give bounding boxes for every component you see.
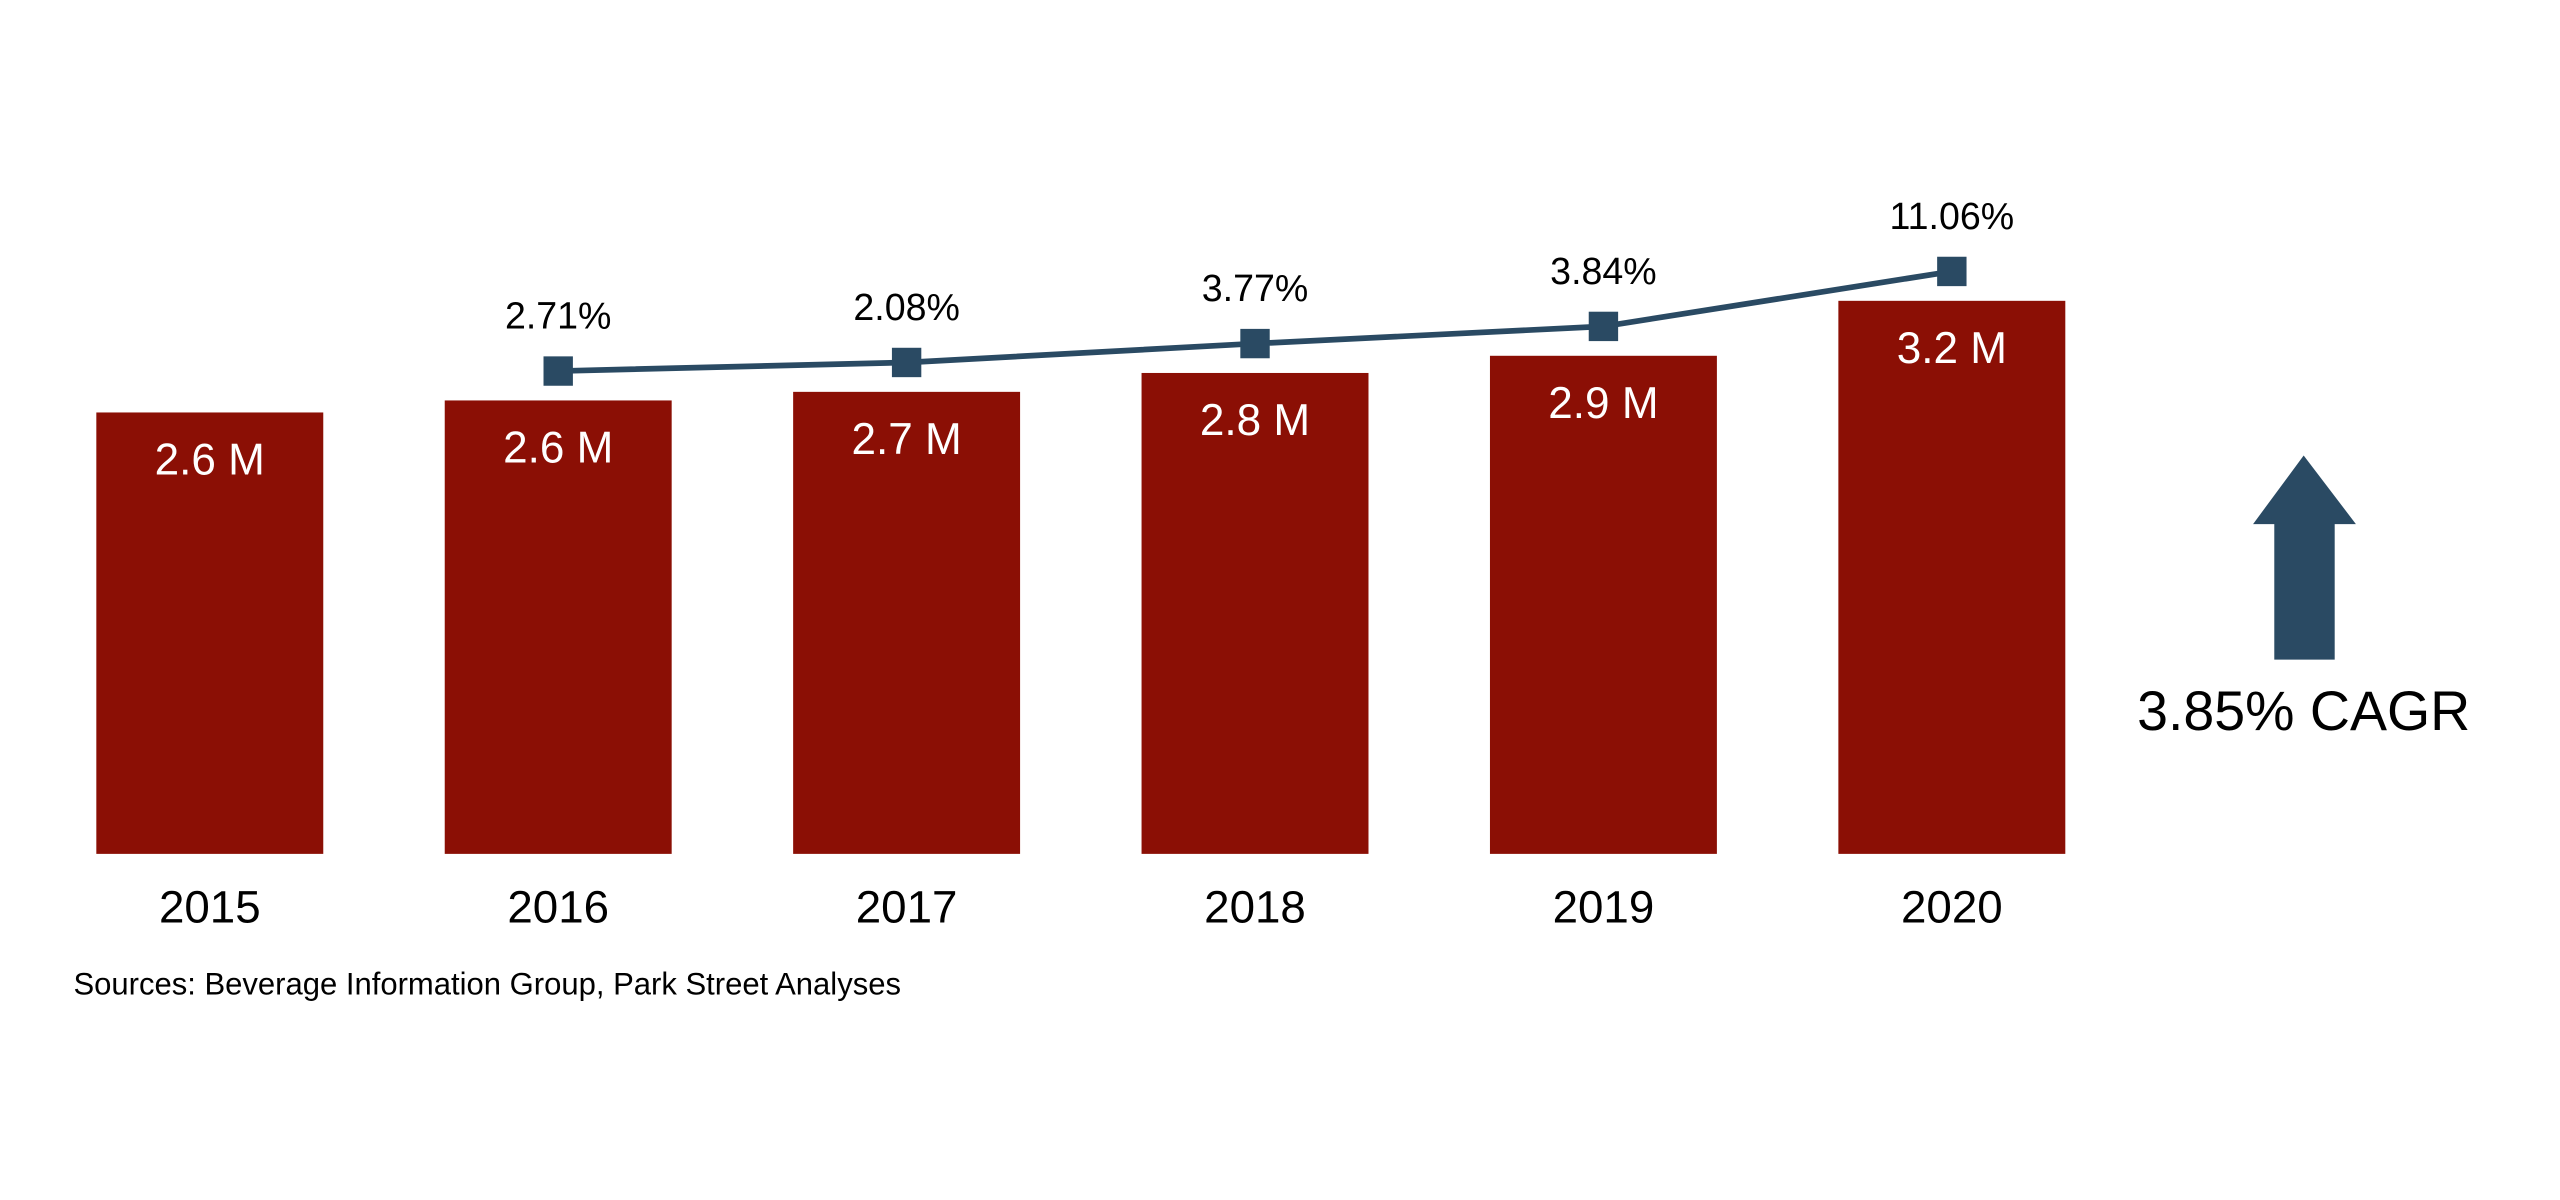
bar-label-2015: 2.6 M [155, 436, 265, 485]
source-note: Sources: Beverage Information Group, Par… [73, 966, 901, 1001]
x-axis-ticks: 2015 2016 2017 2018 2019 2020 [159, 881, 2003, 932]
x-tick-2019: 2019 [1553, 881, 1655, 932]
bar-2018 [1141, 372, 1369, 854]
growth-label-2017: 2.08% [853, 286, 959, 328]
bars: 2.6 M 2.6 M 2.7 M 2.8 M 2.9 M 3.2 M [96, 300, 2066, 854]
bar-label-2020: 3.2 M [1897, 324, 2007, 373]
x-tick-2017: 2017 [856, 881, 958, 932]
bar-2019 [1489, 355, 1717, 854]
x-tick-2016: 2016 [507, 881, 609, 932]
growth-label-2019: 3.84% [1550, 250, 1656, 292]
growth-label-2016: 2.71% [505, 295, 611, 337]
growth-marker-2019 [1588, 311, 1619, 342]
x-tick-2018: 2018 [1204, 881, 1306, 932]
up-arrow-icon [2253, 455, 2356, 660]
bar-2020 [1838, 300, 2066, 854]
cagr-label: 3.85% CAGR [2137, 680, 2470, 742]
bar-2017 [793, 391, 1021, 854]
bar-label-2016: 2.6 M [503, 423, 613, 472]
growth-label-2018: 3.77% [1202, 267, 1308, 309]
growth-marker-2018 [1240, 328, 1270, 359]
growth-line: 2.71% 2.08% 3.77% 3.84% 11.06% [505, 195, 2014, 386]
x-tick-2015: 2015 [159, 881, 261, 932]
bar-label-2018: 2.8 M [1200, 396, 1310, 445]
growth-marker-2016 [543, 356, 573, 386]
growth-label-2020: 11.06% [1890, 195, 2015, 237]
bar-label-2019: 2.9 M [1548, 379, 1658, 428]
growth-marker-2020 [1937, 256, 1967, 287]
bar-2016 [444, 400, 672, 854]
growth-marker-2017 [891, 347, 922, 378]
bar-label-2017: 2.7 M [851, 415, 961, 464]
bar-2015 [96, 412, 324, 854]
x-tick-2020: 2020 [1901, 881, 2003, 932]
